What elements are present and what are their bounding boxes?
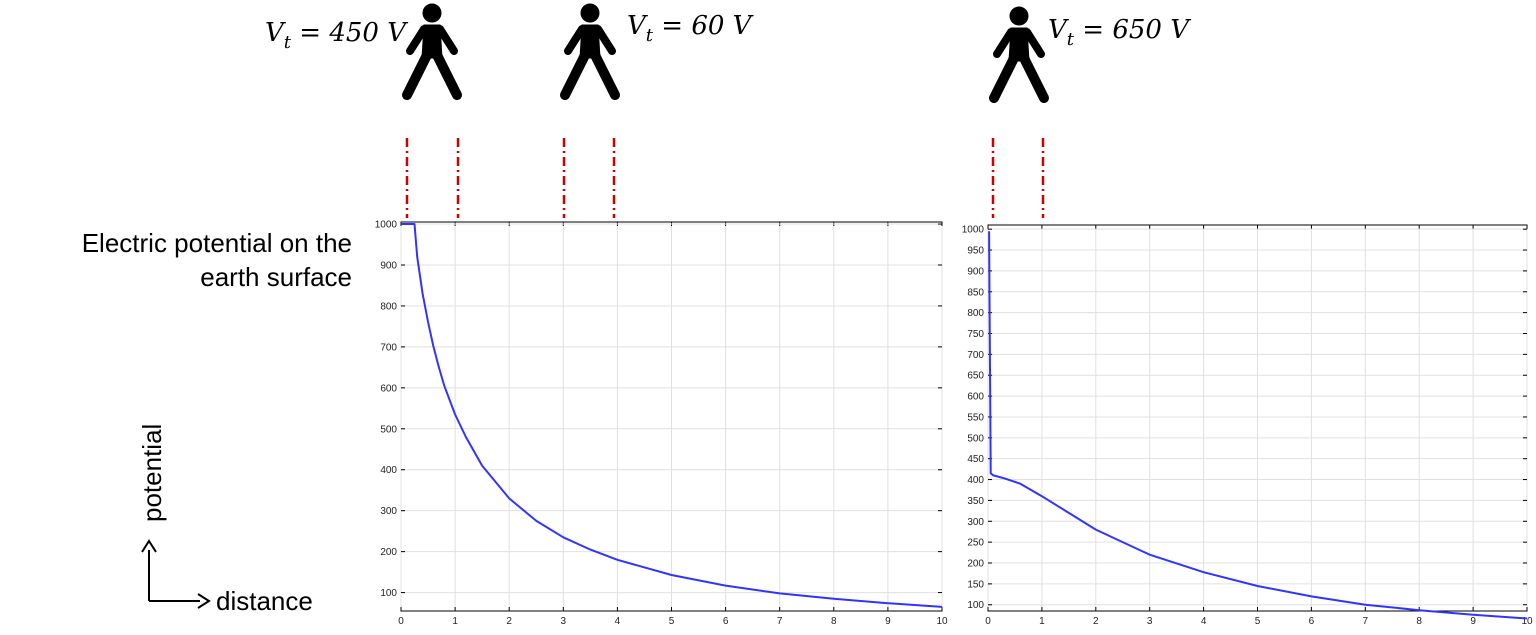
y-tick-label-left-7: 800 [380,301,397,312]
x-tick-label-right-6: 6 [1309,616,1315,627]
y-tick-label-right-0: 100 [967,600,984,611]
x-tick-label-right-2: 2 [1093,616,1099,627]
y-tick-label-right-3: 250 [967,538,984,549]
y-tick-label-left-8: 900 [380,260,397,271]
y-tick-label-right-16: 900 [967,266,984,277]
x-tick-label-right-10: 10 [1521,616,1533,627]
walking-person-icon-3 [994,7,1044,98]
y-tick-label-right-14: 800 [967,308,984,319]
series-line-left-0 [401,223,943,608]
y-tick-label-right-13: 750 [967,329,984,340]
figure-title-line1: Electric potential on the [82,228,352,258]
y-tick-label-right-12: 700 [967,350,984,361]
vt-label-person-2: Vt = 60 V [627,11,754,46]
y-tick-label-right-11: 650 [967,371,984,382]
y-tick-label-right-7: 450 [967,454,984,465]
x-tick-label-right-8: 8 [1416,616,1422,627]
x-tick-label-left-1: 1 [452,616,458,627]
x-tick-label-right-4: 4 [1201,616,1207,627]
y-tick-label-right-1: 150 [967,579,984,590]
y-tick-label-right-8: 500 [967,433,984,444]
y-tick-label-right-4: 300 [967,517,984,528]
series-line-right-0 [988,231,1528,620]
chart-left: 0 1 2 3 4 5 6 7 8 9 10 100 200 300 400 500 600 700 800 900 1… [375,220,948,627]
x-tick-label-right-7: 7 [1363,616,1369,627]
x-tick-label-left-4: 4 [615,616,621,627]
vt-label-person-3: Vt = 650 V [1048,15,1191,50]
x-tick-label-left-5: 5 [669,616,675,627]
y-tick-label-right-15: 850 [967,287,984,298]
walking-person-icon-1 [407,4,457,95]
x-tick-label-left-6: 6 [723,616,729,627]
axis-indicator [141,539,211,609]
chart-right: 0 1 2 3 4 5 6 7 8 9 10 100 150 200 250 300 350 400 450 500 5… [962,224,1533,627]
y-tick-label-left-2: 300 [380,506,397,517]
y-tick-label-left-6: 700 [380,342,397,353]
x-tick-label-right-1: 1 [1039,616,1045,627]
x-indicator-label: distance [216,586,313,616]
x-tick-label-left-9: 9 [885,616,891,627]
y-tick-label-right-2: 200 [967,559,984,570]
x-tick-label-left-10: 10 [936,616,948,627]
x-tick-label-left-0: 0 [398,616,404,627]
y-tick-label-left-0: 100 [380,588,397,599]
y-tick-label-right-9: 550 [967,412,984,423]
x-tick-label-left-3: 3 [561,616,567,627]
x-tick-label-left-2: 2 [506,616,512,627]
y-tick-label-right-18: 1000 [962,225,985,236]
y-tick-label-right-10: 600 [967,392,984,403]
x-tick-label-right-9: 9 [1470,616,1476,627]
y-tick-label-left-5: 600 [380,383,397,394]
walking-person-icon-2 [565,4,615,95]
y-tick-label-left-3: 400 [380,465,397,476]
y-tick-label-left-9: 1000 [375,220,398,231]
y-tick-label-left-1: 200 [380,547,397,558]
y-tick-label-left-4: 500 [380,424,397,435]
y-tick-label-right-17: 950 [967,246,984,257]
vt-label-person-1: Vt = 450 V [265,18,408,53]
y-indicator-label: potential [137,424,167,522]
x-tick-label-left-7: 7 [777,616,783,627]
x-tick-label-right-0: 0 [985,616,991,627]
y-tick-label-right-5: 350 [967,496,984,507]
figure-title-line2: earth surface [200,262,352,292]
guide-lines [405,138,1045,218]
x-tick-label-right-5: 5 [1255,616,1261,627]
x-tick-label-right-3: 3 [1147,616,1153,627]
x-tick-label-left-8: 8 [831,616,837,627]
y-tick-label-right-6: 400 [967,475,984,486]
